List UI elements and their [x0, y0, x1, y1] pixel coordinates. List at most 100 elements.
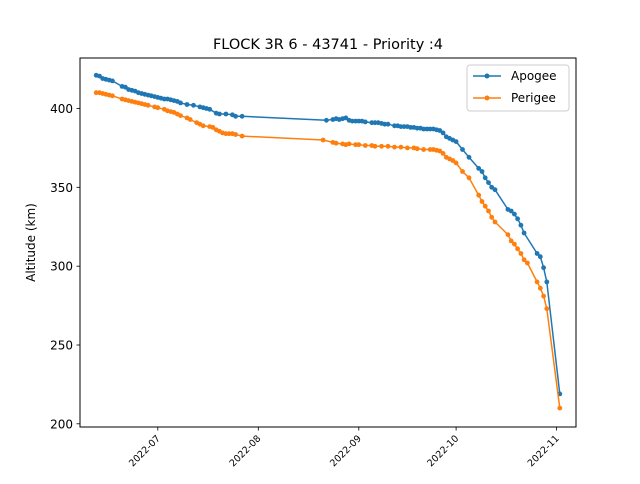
y-tick-label: 350 — [50, 181, 73, 195]
data-point-perigee — [385, 143, 391, 149]
data-point-perigee — [505, 232, 511, 238]
data-point-perigee — [110, 93, 115, 99]
data-point-perigee — [178, 113, 183, 118]
data-point-apogee — [217, 111, 222, 117]
data-point-perigee — [346, 141, 352, 147]
data-point-apogee — [223, 111, 229, 117]
legend-marker-perigee — [484, 95, 490, 101]
data-point-apogee — [521, 230, 527, 236]
y-tick-label: 300 — [50, 260, 73, 274]
data-point-perigee — [476, 192, 482, 198]
data-point-perigee — [557, 405, 563, 411]
plot-frame — [79, 57, 577, 428]
y-axis-label: Altitude (km) — [24, 203, 38, 282]
data-point-apogee — [466, 154, 472, 160]
data-point-apogee — [541, 265, 546, 271]
data-point-apogee — [512, 211, 517, 217]
x-tick-label: 2022-10 — [425, 433, 461, 469]
data-point-apogee — [421, 126, 426, 132]
data-point-apogee — [349, 118, 355, 124]
data-point-perigee — [492, 219, 498, 225]
data-point-perigee — [453, 160, 459, 166]
series-layer — [93, 72, 563, 411]
data-point-perigee — [372, 143, 378, 149]
data-point-perigee — [440, 151, 446, 156]
data-point-perigee — [405, 145, 410, 151]
series-line-perigee — [96, 91, 561, 409]
data-point-perigee — [379, 143, 384, 149]
data-point-perigee — [525, 260, 530, 266]
data-point-perigee — [210, 125, 216, 130]
data-point-perigee — [145, 102, 151, 108]
y-tick-label: 250 — [50, 339, 73, 353]
data-point-perigee — [466, 175, 472, 181]
series-line-apogee — [96, 74, 561, 394]
data-point-perigee — [450, 158, 456, 163]
data-point-apogee — [362, 119, 368, 125]
data-point-apogee — [476, 166, 482, 171]
data-point-apogee — [233, 113, 239, 119]
data-point-perigee — [362, 143, 368, 148]
data-point-apogee — [534, 251, 540, 256]
data-point-perigee — [541, 293, 546, 299]
data-point-perigee — [460, 169, 465, 174]
data-point-apogee — [479, 169, 485, 174]
data-point-perigee — [187, 117, 193, 122]
y-tick-label: 400 — [50, 102, 73, 116]
data-point-perigee — [200, 123, 206, 129]
data-point-apogee — [453, 139, 459, 145]
data-point-perigee — [479, 199, 485, 204]
data-point-perigee — [414, 146, 420, 152]
data-point-perigee — [482, 203, 488, 209]
data-point-perigee — [356, 142, 362, 148]
x-tick-label: 2022-09 — [328, 433, 364, 469]
legend-label-perigee: Perigee — [511, 91, 556, 105]
data-point-perigee — [437, 148, 443, 154]
data-point-apogee — [537, 254, 543, 260]
data-point-apogee — [207, 106, 213, 112]
data-point-perigee — [226, 131, 232, 137]
legend-marker-apogee — [484, 73, 490, 79]
data-point-perigee — [537, 285, 543, 291]
data-point-perigee — [155, 105, 161, 111]
data-point-apogee — [515, 216, 520, 222]
data-point-perigee — [534, 279, 540, 285]
data-point-apogee — [398, 124, 404, 129]
data-point-perigee — [508, 238, 514, 244]
data-point-perigee — [320, 137, 326, 143]
data-point-apogee — [110, 78, 115, 84]
data-point-perigee — [421, 147, 426, 152]
data-point-apogee — [492, 187, 498, 193]
data-point-perigee — [233, 132, 239, 137]
data-point-perigee — [512, 241, 517, 247]
data-point-apogee — [178, 100, 183, 106]
data-point-apogee — [489, 184, 495, 190]
data-point-perigee — [427, 147, 433, 152]
data-point-apogee — [239, 113, 245, 119]
legend: Apogee Perigee — [466, 64, 570, 112]
data-point-perigee — [93, 90, 99, 96]
data-point-apogee — [518, 222, 524, 228]
x-tick-label: 2022-11 — [526, 433, 562, 469]
data-point-perigee — [398, 144, 404, 150]
data-point-perigee — [544, 306, 550, 312]
data-point-perigee — [392, 144, 397, 150]
data-point-apogee — [427, 126, 433, 132]
data-point-apogee — [343, 115, 349, 121]
data-point-apogee — [486, 180, 491, 186]
x-tick-label: 2022-07 — [127, 433, 163, 469]
data-point-apogee — [508, 208, 514, 214]
data-point-apogee — [382, 121, 388, 127]
data-point-apogee — [385, 121, 391, 127]
data-point-perigee — [521, 257, 527, 263]
y-tick-label: 200 — [50, 417, 73, 431]
legend-label-apogee: Apogee — [511, 69, 557, 83]
data-point-perigee — [489, 214, 495, 220]
data-point-apogee — [324, 117, 329, 123]
chart-title: FLOCK 3R 6 - 43741 - Priority :4 — [213, 37, 443, 53]
data-point-apogee — [191, 102, 196, 108]
data-point-perigee — [518, 251, 524, 256]
data-point-perigee — [515, 246, 520, 252]
